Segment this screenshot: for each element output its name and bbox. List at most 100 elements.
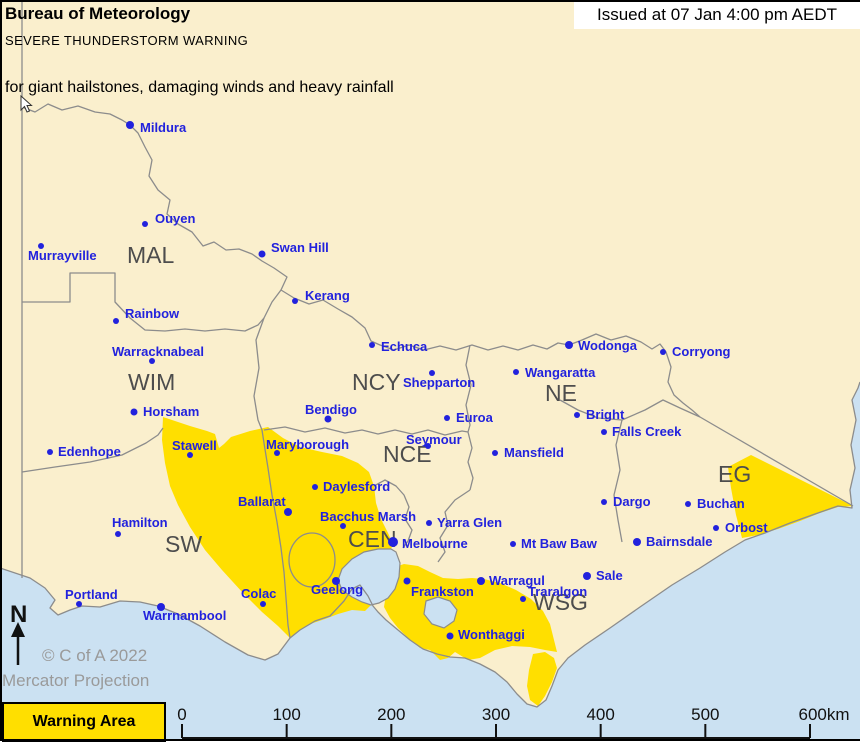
town-label-shepparton: Shepparton [403, 375, 475, 390]
western-port-bay [423, 596, 458, 629]
town-dot-ballarat [284, 508, 292, 516]
frame-edge-left [0, 0, 2, 741]
town-dot-edenhope [47, 449, 53, 455]
town-label-falls-creek: Falls Creek [612, 424, 682, 439]
town-label-echuca: Echuca [381, 339, 428, 354]
town-dot-horsham [130, 408, 138, 416]
scale-label-4: 400 [586, 705, 614, 724]
town-dot-murrayville [38, 243, 44, 249]
town-dot-portland [76, 601, 82, 607]
town-label-horsham: Horsham [143, 404, 199, 419]
town-label-wonthaggi: Wonthaggi [458, 627, 525, 642]
town-dot-daylesford [312, 484, 318, 490]
town-dot-wonthaggi [446, 632, 454, 640]
town-dot-mansfield [492, 450, 498, 456]
town-label-mansfield: Mansfield [504, 445, 564, 460]
town-label-traralgon: Traralgon [528, 584, 587, 599]
district-label-cen: CEN [348, 526, 397, 552]
district-wim-sw [21, 427, 164, 473]
town-label-yarra-glen: Yarra Glen [437, 515, 502, 530]
town-markers-layer: Mildura Ouyen Murrayville Swan Hill Kerang Ra… [28, 120, 768, 642]
town-dot-euroa [444, 415, 450, 421]
warning-area-south-gippsland [384, 564, 557, 660]
district-mal-wim [22, 272, 282, 332]
district-label-wsg: WSG [533, 589, 588, 615]
town-dot-warragul [477, 577, 485, 585]
town-dot-wangaratta [513, 369, 519, 375]
town-label-maryborough: Maryborough [266, 437, 349, 452]
town-dot-warrnambool [157, 603, 165, 611]
warning-description: for giant hailstones, damaging winds and… [5, 79, 394, 96]
town-dot-maryborough [274, 450, 280, 456]
district-geelong-ring [288, 532, 336, 588]
port-phillip-bay [337, 548, 401, 606]
district-wim-ncy [253, 317, 265, 444]
town-label-swan-hill: Swan Hill [271, 240, 329, 255]
town-dot-dargo [601, 499, 607, 505]
district-labels-layer: MAL WIM NCY NE NCE CEN SW WSG EG [127, 242, 751, 615]
district-sw-cen [263, 442, 291, 639]
town-label-edenhope: Edenhope [58, 444, 121, 459]
town-label-warragul: Warragul [489, 573, 545, 588]
town-dot-rainbow [113, 318, 119, 324]
town-label-euroa: Euroa [456, 410, 494, 425]
warning-type-subtitle: SEVERE THUNDERSTORM WARNING [5, 33, 249, 48]
town-label-orbost: Orbost [725, 520, 768, 535]
north-arrow-label: N [10, 601, 27, 628]
town-label-rainbow: Rainbow [125, 306, 180, 321]
warning-area-east-gippsland [728, 455, 853, 538]
town-label-melbourne: Melbourne [402, 536, 468, 551]
town-label-bendigo: Bendigo [305, 402, 357, 417]
district-ncy-ne [465, 344, 474, 491]
town-dot-wodonga [565, 341, 573, 349]
town-dot-yarra-glen [426, 520, 432, 526]
town-label-seymour: Seymour [406, 432, 462, 447]
scale-label-3: 300 [482, 705, 510, 724]
map-boundaries [0, 0, 860, 708]
town-label-ouyen: Ouyen [155, 211, 196, 226]
town-label-bright: Bright [586, 407, 625, 422]
town-label-sale: Sale [596, 568, 623, 583]
town-dot-echuca [369, 342, 375, 348]
town-dot-hamilton [115, 531, 121, 537]
scale-label-1: 100 [272, 705, 300, 724]
town-label-corryong: Corryong [672, 344, 731, 359]
town-dot-bright [574, 412, 580, 418]
town-dot-melbourne [388, 537, 398, 547]
warning-area-wilsons-promontory [527, 652, 557, 706]
town-label-hamilton: Hamilton [112, 515, 168, 530]
town-dot-colac [260, 601, 266, 607]
town-dot-kerang [292, 298, 298, 304]
north-arrow-icon: N [10, 601, 27, 665]
district-label-sw: SW [165, 531, 202, 557]
town-dot-mildura [126, 121, 134, 129]
sea-bass-strait [0, 382, 860, 741]
town-dot-falls-creek [601, 429, 607, 435]
town-dot-traralgon [520, 596, 526, 602]
copyright-text: © C of A 2022 [42, 646, 147, 665]
scale-bar: 0 100 200 300 400 500 600km [177, 705, 850, 739]
town-label-wodonga: Wodonga [578, 338, 638, 353]
scale-label-5: 500 [691, 705, 719, 724]
projection-text: Mercator Projection [2, 671, 149, 690]
town-dot-bendigo [324, 415, 332, 423]
district-ncy-nce [263, 426, 469, 436]
town-dot-orbost [713, 525, 719, 531]
town-label-warrnambool: Warrnambool [143, 608, 226, 623]
issued-timestamp: Issued at 07 Jan 4:00 pm AEDT [574, 0, 860, 29]
frame-edge-bottom [0, 739, 860, 741]
district-cen-wsg [437, 489, 471, 563]
town-dot-corryong [660, 349, 666, 355]
town-label-ballarat: Ballarat [238, 494, 286, 509]
town-label-warracknabeal: Warracknabeal [112, 344, 204, 359]
town-dot-ouyen [142, 221, 148, 227]
town-label-dargo: Dargo [613, 494, 651, 509]
district-label-mal: MAL [127, 242, 175, 268]
district-eg-west [613, 419, 623, 543]
district-label-wim: WIM [128, 369, 175, 395]
town-dot-bacchus-marsh [340, 523, 346, 529]
town-dot-frankston [403, 577, 411, 585]
town-dot-warracknabeal [149, 358, 155, 364]
town-label-frankston: Frankston [411, 584, 474, 599]
